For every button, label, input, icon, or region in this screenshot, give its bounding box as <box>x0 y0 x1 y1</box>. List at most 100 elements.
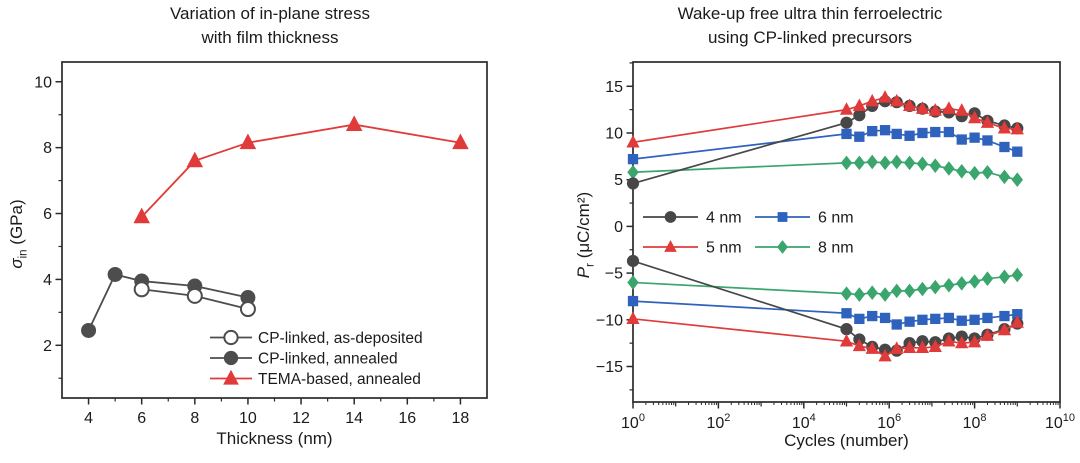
data-point <box>916 156 929 172</box>
data-point <box>133 207 150 224</box>
x-tick-label: 8 <box>190 410 199 427</box>
y-tick-label: 2 <box>43 338 52 355</box>
x-tick-label: 108 <box>963 412 987 432</box>
legend-item: 8 nm <box>755 240 854 257</box>
data-point <box>916 281 929 297</box>
data-point <box>841 308 852 319</box>
data-point <box>956 276 968 291</box>
x-tick-label: 16 <box>398 410 416 427</box>
data-point <box>997 120 1012 134</box>
data-point <box>904 316 915 327</box>
data-point <box>223 350 239 366</box>
data-point <box>879 125 891 136</box>
data-point <box>853 287 866 302</box>
data-point <box>943 126 955 138</box>
data-point <box>982 312 993 324</box>
data-point <box>867 310 878 322</box>
data-point <box>981 164 994 180</box>
data-point <box>452 133 469 150</box>
data-point <box>903 283 916 299</box>
data-point <box>929 279 941 295</box>
data-point <box>627 295 639 307</box>
series-6-nm--pr <box>627 295 1023 330</box>
data-point <box>626 254 640 268</box>
data-point <box>903 155 916 171</box>
data-point <box>999 141 1010 153</box>
data-point <box>928 339 942 353</box>
series-cp-linked-as-deposited <box>133 281 256 318</box>
y-tick-label: 10 <box>605 125 623 142</box>
data-point <box>967 334 982 348</box>
series-5-nm-+pr <box>626 90 1024 148</box>
data-point <box>627 164 639 180</box>
data-point <box>627 275 639 290</box>
data-point <box>998 169 1011 185</box>
y-tick-label: 6 <box>43 206 52 223</box>
data-point <box>943 312 955 324</box>
stress-chart-panel: Variation of in-plane stress with film t… <box>0 2 540 448</box>
x-axis-label-thickness: Thickness (nm) <box>216 429 333 448</box>
data-point <box>998 269 1011 285</box>
data-point <box>942 101 956 114</box>
data-point <box>942 333 956 347</box>
data-point <box>133 281 150 298</box>
y-tick-label: −15 <box>596 359 623 376</box>
data-point <box>840 116 853 129</box>
legend-label: 6 nm <box>818 210 854 227</box>
data-point <box>854 131 865 142</box>
x-tick-label: 4 <box>84 410 93 427</box>
data-point <box>865 93 879 107</box>
data-point <box>997 322 1012 336</box>
data-point <box>878 90 892 103</box>
data-point <box>878 348 892 362</box>
data-point <box>853 155 866 171</box>
data-point <box>81 322 97 338</box>
data-point <box>902 340 917 353</box>
data-point <box>956 164 968 179</box>
x-tick-label: 14 <box>345 410 363 427</box>
data-point <box>891 154 903 170</box>
data-point <box>879 287 891 302</box>
plot-border <box>61 61 488 399</box>
data-point <box>915 101 930 114</box>
ferroelectric-plot-area: 100 102 104 106 108 1010 −15 −10 −5 0 5 10 15 4 nm 6 n… <box>596 61 1075 432</box>
legend-item: 6 nm <box>755 210 854 227</box>
data-point <box>980 328 995 341</box>
y-tick-label: 0 <box>614 219 623 236</box>
data-point <box>866 285 878 300</box>
data-point <box>664 239 677 252</box>
data-point <box>929 158 941 173</box>
legend-item: 4 nm <box>643 210 742 227</box>
x-tick-label: 10 <box>239 410 257 427</box>
x-tick-label: 102 <box>706 412 730 432</box>
data-point <box>626 177 640 190</box>
series-line <box>141 123 461 218</box>
data-point <box>915 340 930 353</box>
x-axis: 4 6 8 10 12 14 16 18 <box>84 398 469 427</box>
data-point <box>223 369 239 385</box>
data-point <box>891 319 902 330</box>
x-tick-label: 1010 <box>1045 412 1075 432</box>
x-tick-label: 6 <box>137 410 146 427</box>
data-point <box>1011 172 1024 187</box>
data-point <box>866 154 878 170</box>
data-point <box>1012 309 1023 320</box>
data-point <box>956 315 967 326</box>
data-point <box>239 133 257 150</box>
x-axis: 100 102 104 106 108 1010 <box>621 402 1075 432</box>
data-point <box>223 329 239 346</box>
chart-title-line-1: Variation of in-plane stress <box>169 4 370 23</box>
data-point <box>930 126 941 138</box>
data-point <box>969 314 980 325</box>
data-point <box>999 310 1010 322</box>
data-point <box>840 286 853 301</box>
data-point <box>969 132 980 143</box>
data-point <box>1010 121 1024 135</box>
chart-title-stress: Variation of in-plane stress with film t… <box>0 2 540 50</box>
x-tick-label: 104 <box>792 412 816 432</box>
data-point <box>917 127 928 139</box>
legend-label: TEMA-based, annealed <box>258 371 421 388</box>
ferroelectric-chart-panel: Wake-up free ultra thin ferroelectric us… <box>540 0 1080 463</box>
data-point <box>840 323 853 336</box>
legend: 4 nm 6 nm 5 nm 8 nm <box>643 210 854 257</box>
